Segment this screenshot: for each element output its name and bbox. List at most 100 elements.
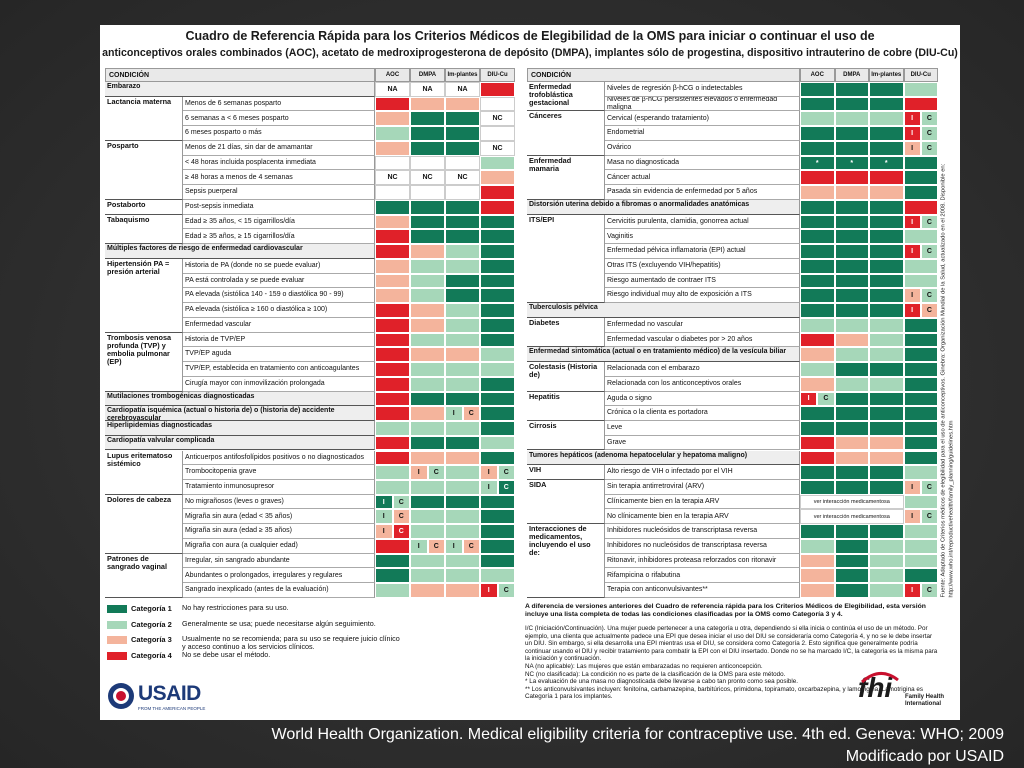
cell — [410, 229, 445, 245]
cell — [410, 450, 445, 466]
cell — [834, 258, 869, 274]
cell — [869, 479, 904, 495]
cell — [869, 317, 904, 333]
cell — [800, 303, 835, 318]
cell — [375, 391, 410, 407]
cell — [480, 258, 515, 274]
fhi-logo: fhi — [858, 672, 893, 703]
cell-half: C — [497, 465, 515, 480]
cell-half: I — [800, 391, 818, 407]
cell — [800, 111, 835, 127]
sub-condition: Enfermedad pélvica inflamatoria (EPI) ac… — [605, 244, 800, 259]
sub-condition: Rifampicina o rifabutina — [605, 568, 800, 584]
sub-condition: < 48 horas incluida posplacenta inmediat… — [183, 155, 375, 171]
cell — [480, 155, 515, 171]
cell — [834, 332, 869, 348]
cell — [410, 244, 445, 259]
cell — [834, 391, 869, 407]
cell — [903, 258, 938, 274]
cell — [445, 391, 480, 407]
cell — [869, 538, 904, 554]
cell — [869, 376, 904, 392]
cell — [445, 155, 480, 171]
sub-condition: PA elevada (sistólica 140 - 159 o diastó… — [183, 288, 375, 304]
cell — [903, 435, 938, 451]
cell-half: I — [903, 214, 921, 230]
cell — [375, 317, 410, 333]
cell — [375, 303, 410, 318]
cell — [480, 214, 515, 230]
sub-condition: Migraña con aura (a cualquier edad) — [183, 538, 375, 554]
sub-condition: Irregular, sin sangrado abundante — [183, 553, 375, 569]
cell — [903, 568, 938, 584]
cell — [869, 524, 904, 539]
cell — [480, 126, 515, 141]
cell — [480, 376, 515, 392]
sub-condition: Cirugía mayor con inmovilización prolong… — [183, 376, 375, 392]
cell-half: I — [410, 538, 428, 554]
header-method: DMPA — [834, 68, 869, 82]
cell: ver interacción medicamentosa — [800, 494, 904, 510]
sub-condition: Menos de 21 días, sin dar de amamantar — [183, 140, 375, 156]
sub-condition: Relacionada con los anticonceptivos oral… — [605, 376, 800, 392]
fhi-name: Family Health International — [905, 694, 945, 707]
cell — [480, 199, 515, 215]
header-condition: CONDICIÓN — [105, 68, 375, 82]
condition: Trombosis venosa profunda (TVP) y emboli… — [105, 332, 183, 392]
sub-condition: Cervicitis purulenta, clamidia, gonorrea… — [605, 214, 800, 230]
sub-condition: Migraña sin aura (edad ≥ 35 años) — [183, 524, 375, 539]
legend-text: No hay restricciones para su uso. — [182, 603, 289, 612]
cell — [903, 155, 938, 171]
sub-condition: Inhibidores no nucleósidos de transcript… — [605, 538, 800, 554]
cell — [375, 376, 410, 392]
sub-condition: Menos de 6 semanas posparto — [183, 96, 375, 112]
cell — [375, 347, 410, 363]
cell-half: C — [920, 244, 938, 259]
cell — [410, 553, 445, 569]
cell — [410, 494, 445, 510]
sub-condition: Niveles de β-hCG persistentes elevados o… — [605, 96, 800, 112]
cell — [375, 332, 410, 348]
cell — [869, 450, 904, 466]
cell — [903, 347, 938, 363]
cell-half: C — [392, 524, 410, 539]
cell-half: C — [817, 391, 835, 407]
cell — [834, 553, 869, 569]
cell — [445, 494, 480, 510]
sub-condition: Enfermedad vascular o diabetes por > 20 … — [605, 332, 800, 348]
cell: NC — [480, 140, 515, 156]
sub-condition: Trombocitopenia grave — [183, 465, 375, 480]
cell — [869, 553, 904, 569]
cell — [800, 140, 835, 156]
cell — [410, 435, 445, 451]
sub-condition: Ovárico — [605, 140, 800, 156]
condition: Dolores de cabeza — [105, 494, 183, 554]
cell-half: C — [427, 538, 445, 554]
cell — [869, 244, 904, 259]
cell-half: C — [427, 465, 445, 480]
sub-condition: 6 meses posparto o más — [183, 126, 375, 141]
cell — [834, 524, 869, 539]
cell — [903, 82, 938, 97]
cell — [480, 82, 515, 97]
condition: Lactancia materna — [105, 96, 183, 141]
fhi-arc — [861, 672, 899, 684]
cell — [834, 273, 869, 289]
cell — [375, 185, 410, 200]
cell-half: C — [920, 140, 938, 156]
cell — [445, 509, 480, 525]
cell — [834, 465, 869, 480]
sub-condition: Masa no diagnosticada — [605, 155, 800, 171]
cell — [375, 421, 410, 436]
cell — [800, 524, 835, 539]
cell — [445, 553, 480, 569]
cell — [480, 450, 515, 466]
cell — [903, 362, 938, 377]
cell-half: I — [903, 111, 921, 127]
cell-half: C — [920, 214, 938, 230]
cell — [375, 199, 410, 215]
cell-half: I — [375, 494, 393, 510]
cell — [800, 435, 835, 451]
cell-half: C — [920, 303, 938, 318]
cell — [375, 214, 410, 230]
